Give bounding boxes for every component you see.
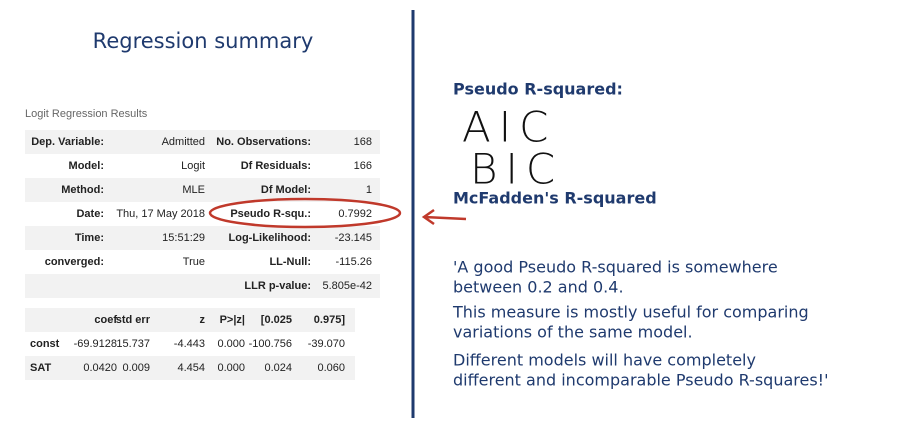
row-value: Logit	[181, 160, 205, 172]
cell: 0.000	[217, 362, 245, 374]
row-label: Method:	[61, 184, 104, 196]
table-row	[25, 308, 355, 332]
row-value: Admitted	[162, 136, 205, 148]
highlight-ellipse	[208, 197, 402, 229]
cell: 0.060	[317, 362, 345, 374]
table-row	[25, 332, 355, 356]
table-row	[25, 250, 380, 274]
table-row	[25, 154, 380, 178]
cell: -100.756	[249, 338, 292, 350]
mcfadden: McFadden's R-squared	[453, 189, 657, 208]
row-value: 166	[354, 160, 372, 172]
notes-heading: Pseudo R-squared:	[453, 80, 623, 99]
cell: 15.737	[116, 338, 150, 350]
table-row	[25, 202, 380, 226]
cell: 0.0420	[83, 362, 117, 374]
quote-line: Different models will have completely	[453, 351, 756, 370]
row-label: Df Residuals:	[241, 160, 311, 172]
row-label: LLR p-value:	[244, 280, 311, 292]
cell: 0.000	[217, 338, 245, 350]
column-header: P>|z|	[220, 314, 245, 326]
quote-line: 'A good Pseudo R-squared is somewhere	[453, 258, 778, 277]
row-value: 0.7992	[338, 208, 372, 220]
row-value: 168	[354, 136, 372, 148]
quote-line: between 0.2 and 0.4.	[453, 278, 624, 297]
row-label: LL-Null:	[269, 256, 311, 268]
slide-title: Regression summary	[93, 29, 314, 53]
row-value: -23.145	[335, 232, 372, 244]
arrow	[421, 208, 467, 226]
row-value: Thu, 17 May 2018	[116, 208, 205, 220]
cell: 0.024	[264, 362, 292, 374]
row-value: 5.805e-42	[322, 280, 372, 292]
quote-line: different and incomparable Pseudo R-squa…	[453, 371, 828, 390]
row-value: 15:51:29	[162, 232, 205, 244]
handwritten: AIC	[462, 103, 556, 152]
row-label: Time:	[75, 232, 104, 244]
cell: -4.443	[174, 338, 205, 350]
row-label: Df Model:	[261, 184, 311, 196]
table-row	[25, 356, 355, 380]
cell: -39.070	[308, 338, 345, 350]
row-label: SAT	[30, 362, 51, 374]
table-row	[25, 274, 380, 298]
row-value: 1	[366, 184, 372, 196]
table-row	[25, 130, 380, 154]
row-label: Dep. Variable:	[31, 136, 104, 148]
cell: 0.009	[122, 362, 150, 374]
row-label: converged:	[45, 256, 104, 268]
row-label: Model:	[69, 160, 104, 172]
column-header: [0.025	[261, 314, 292, 326]
row-label: No. Observations:	[216, 136, 311, 148]
cell: -69.9128	[74, 338, 117, 350]
quote-line: variations of the same model.	[453, 323, 693, 342]
column-header: 0.975]	[314, 314, 346, 326]
column-header: std err	[116, 314, 151, 326]
row-label: Pseudo R-squ.:	[230, 208, 311, 220]
row-label: Log-Likelihood:	[229, 232, 311, 244]
handwritten: BIC	[470, 145, 563, 194]
row-value: -115.26	[336, 256, 373, 268]
quote-line: This measure is mostly useful for compar…	[452, 303, 809, 322]
column-header: coef	[94, 314, 117, 326]
row-value: True	[183, 256, 205, 268]
table-row	[25, 226, 380, 250]
cell: 4.454	[177, 362, 205, 374]
column-header: z	[200, 314, 206, 326]
table-caption: Logit Regression Results	[25, 108, 148, 120]
row-label: const	[30, 338, 60, 350]
row-label: Date:	[76, 208, 104, 220]
row-value: MLE	[182, 184, 205, 196]
